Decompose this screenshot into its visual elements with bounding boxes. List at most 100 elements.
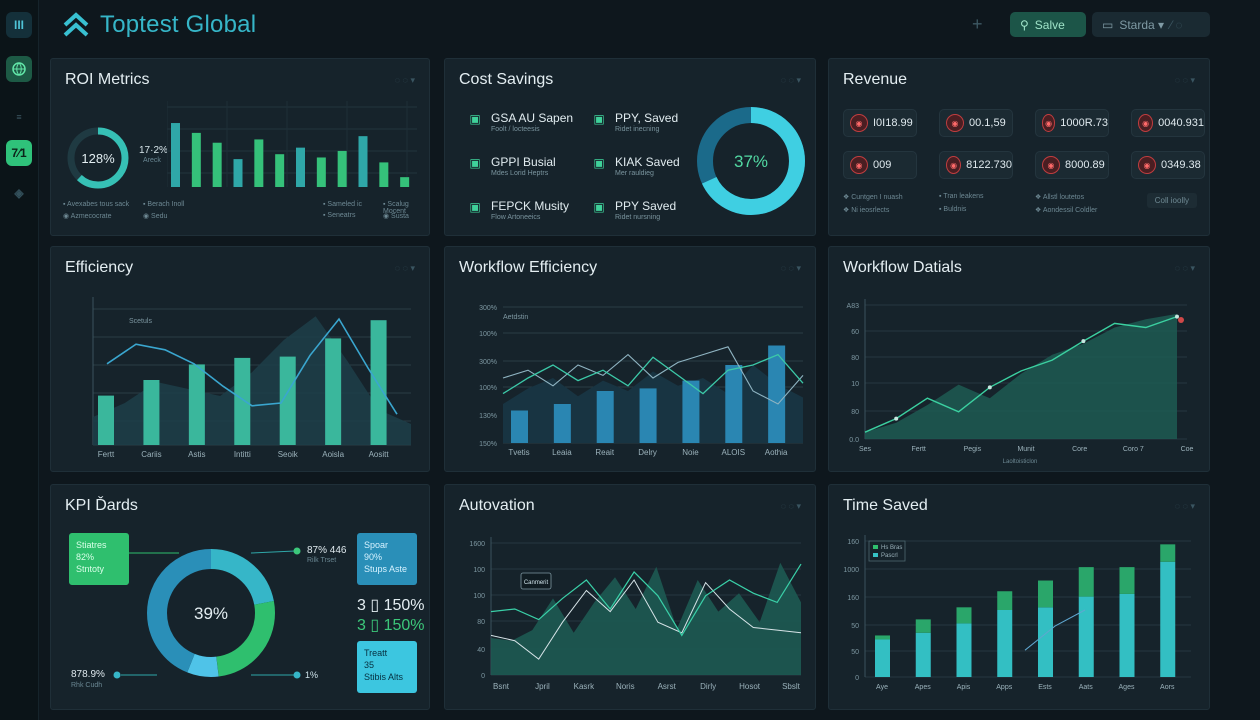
- cost-item[interactable]: ▣ GSA AU Sapen Foolt / locteesis: [467, 111, 573, 133]
- cost-item[interactable]: ▣ PPY Saved Ridet nursning: [591, 199, 676, 221]
- x-tick-label: Dirly: [700, 682, 716, 691]
- automation-chart: 1600 100 100 80 40 0 Bsnt Jpril Kasrk Noris Asrst D…: [469, 537, 802, 691]
- details-line: [864, 315, 1178, 433]
- revenue-pill[interactable]: ◉ 009: [843, 151, 917, 179]
- revenue-pill[interactable]: ◉ 8000.89: [1035, 151, 1109, 179]
- kpi-stat-1: 3 ▯ 150%: [357, 597, 425, 614]
- revenue-pill[interactable]: ◉ I0I18.99: [843, 109, 917, 137]
- legend-item: ◉ Sedu: [143, 213, 168, 220]
- y-tick-label: A83: [847, 303, 860, 310]
- kpi-right-top-card[interactable]: Spoar 90% Stups Aste: [357, 533, 417, 585]
- cost-item-sub: Flow Artoneeics: [491, 214, 541, 221]
- roi-bar: [316, 157, 326, 187]
- panel-menu-icon[interactable]: ◌ ◌ ▾: [780, 75, 801, 85]
- panel-title: Revenue: [843, 71, 908, 88]
- cost-item-sub: Mdes Lorid Heptrs: [491, 170, 549, 177]
- panel-menu-icon[interactable]: ◌ ◌ ▾: [1174, 75, 1195, 85]
- calendar-icon[interactable]: 7⁄1: [6, 140, 32, 166]
- time-bar-top: [1078, 567, 1094, 597]
- x-tick-label: Intitti: [234, 450, 251, 459]
- workflow-details-panel: Workflow Datials ◌ ◌ ▾ A83 60 80 10 80 0.0 Ses…: [828, 246, 1210, 472]
- panel-menu-icon[interactable]: ◌ ◌ ▾: [780, 501, 801, 511]
- arrow-icon[interactable]: ◈: [14, 186, 24, 200]
- revenue-value: 1000R.73: [1060, 117, 1108, 129]
- kpi-callout-left: 878.9%: [71, 669, 105, 680]
- app-logo[interactable]: Toptest Global: [62, 11, 256, 39]
- time-bar-top: [1119, 567, 1135, 594]
- x-tick-label: Cariis: [141, 450, 161, 459]
- workflow-bar: [553, 404, 571, 443]
- tooltip: [520, 572, 552, 590]
- globe-icon[interactable]: [6, 56, 32, 82]
- roi-bar: [379, 162, 389, 187]
- workflow-bar: [639, 388, 657, 443]
- revenue-pill[interactable]: ◉ 1000R.73: [1035, 109, 1109, 137]
- view-dropdown[interactable]: ▭ Starda ▾ ⁄ ◌: [1092, 12, 1210, 37]
- list-icon[interactable]: ≡: [16, 112, 22, 122]
- cost-item-sub: Foolt / locteesis: [491, 126, 540, 133]
- cost-item[interactable]: ▣ GPPI Busial Mdes Lorid Heptrs: [467, 155, 555, 177]
- x-tick-label: Apis: [957, 684, 971, 691]
- data-point: [1178, 317, 1184, 323]
- y-tick-label: 50: [851, 623, 859, 630]
- x-tick-label: Astis: [188, 450, 205, 459]
- cost-item[interactable]: ▣ KIAK Saved Mer rauldieg: [591, 155, 680, 177]
- cost-item-label: KIAK Saved: [615, 155, 680, 169]
- panel-menu-icon[interactable]: ◌ ◌ ▾: [394, 75, 415, 85]
- roi-bar: [400, 177, 410, 187]
- kpi-left-card[interactable]: Stiatres 82% Stntoty: [69, 533, 129, 585]
- doc-icon: ▣: [469, 156, 481, 170]
- y-tick-label: 100%: [479, 331, 497, 338]
- workflow-bar: [682, 380, 700, 443]
- efficiency-bar: [279, 356, 296, 445]
- panel-title: Autovation: [459, 497, 535, 514]
- x-tick-label: Seoik: [278, 450, 299, 459]
- x-tick-label: Core: [1072, 446, 1087, 453]
- workflow-bar: [725, 365, 743, 443]
- efficiency-bar: [234, 357, 251, 445]
- panel-menu-icon[interactable]: ◌ ◌ ▾: [1174, 501, 1195, 511]
- panel-title: Time Saved: [843, 497, 928, 514]
- legend-item: ▪ Scalug Mocent: [383, 201, 409, 215]
- save-button[interactable]: ⚲ Salve: [1010, 12, 1086, 37]
- workflow-efficiency-panel: Workflow Efficiency ◌ ◌ ▾ 300% 100% 300% 10…: [444, 246, 816, 472]
- revenue-value: 8122.730: [966, 159, 1012, 171]
- roi-bar: [212, 142, 222, 187]
- revenue-pill[interactable]: ◉ 8122.730: [939, 151, 1013, 179]
- tool-icon: ▣: [593, 112, 605, 126]
- pin-icon: ⚲: [1020, 17, 1029, 32]
- x-tick-label: Coe: [1181, 446, 1194, 453]
- add-button[interactable]: +: [972, 14, 983, 34]
- menu-icon[interactable]: III: [6, 12, 32, 38]
- cost-item[interactable]: ▣ PPY, Saved Ridet inecning: [591, 111, 678, 133]
- roi-metrics-panel: ROI Metrics ◌ ◌ ▾ 128% 17·2% Areck ▪ Ave…: [50, 58, 430, 236]
- workflow-line: [502, 353, 804, 395]
- revenue-pill[interactable]: ◉ 00.1,59: [939, 109, 1013, 137]
- x-tick-label: Hosot: [739, 682, 761, 691]
- legend-item: ❖ Ni ieosrlects: [843, 207, 890, 214]
- panel-menu-icon[interactable]: ◌ ◌ ▾: [1174, 263, 1195, 273]
- x-tick-label: Aothia: [765, 448, 788, 457]
- panel-menu-icon[interactable]: ◌ ◌ ▾: [394, 263, 415, 273]
- panel-menu-icon[interactable]: ◌ ◌ ▾: [780, 263, 801, 273]
- cost-item-label: GSA AU Sapen: [491, 111, 574, 125]
- chart-annotation: Scetuls: [129, 318, 152, 325]
- time-bar: [1160, 561, 1176, 677]
- kpi-donut-value: 39%: [194, 604, 228, 623]
- x-tick-label: Aoisla: [322, 450, 344, 459]
- panel-title: ROI Metrics: [65, 71, 150, 88]
- revenue-pill[interactable]: ◉ 0040.931: [1131, 109, 1205, 137]
- time-bar: [1078, 596, 1094, 677]
- time-bar: [997, 610, 1013, 677]
- time-bar-top: [875, 635, 890, 640]
- roi-side-sub: Areck: [143, 157, 161, 164]
- revenue-value: 00.1,59: [969, 117, 1006, 129]
- time-bar-top: [997, 591, 1013, 610]
- alert-icon: ◉: [850, 156, 868, 174]
- cost-item[interactable]: ▣ FEPCK Musity Flow Artoneeics: [467, 199, 569, 221]
- revenue-pill[interactable]: ◉ 0349.38: [1131, 151, 1205, 179]
- revenue-action-button[interactable]: Coll ioolly: [1146, 193, 1197, 208]
- kpi-right-bottom-card[interactable]: Treatt 35 Stibis Alts: [357, 641, 417, 693]
- panel-title: Cost Savings: [459, 71, 554, 88]
- time-saved-chart: 160 1000 160 50 50 0 Hs Bras Pascrl Aye Apes Apis A…: [843, 535, 1191, 691]
